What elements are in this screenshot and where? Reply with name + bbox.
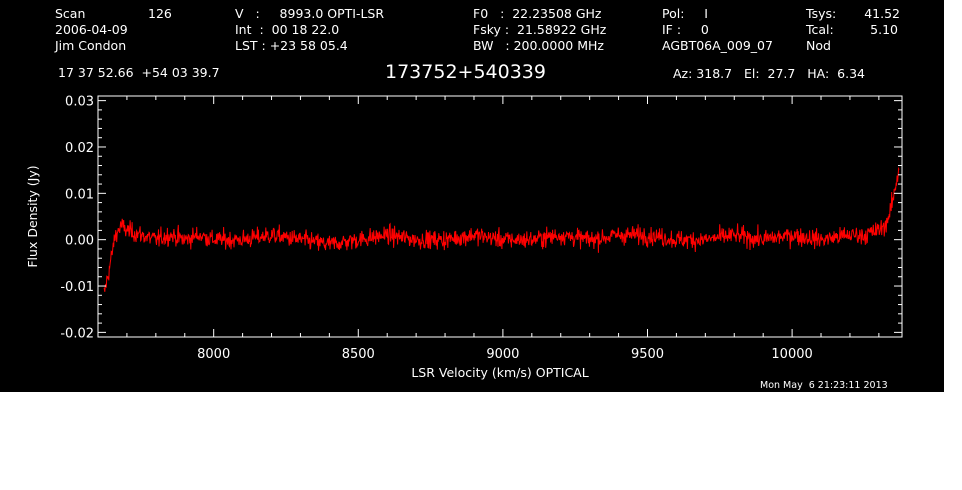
spectrum-trace [103, 166, 900, 292]
y-tick-label: 0.01 [65, 187, 94, 202]
if-line: IF : 0 [662, 22, 709, 37]
tcal-label: Tcal: [806, 22, 834, 37]
tsys-value: 41.52 [864, 6, 900, 21]
observation-date: 2006-04-09 [55, 22, 128, 37]
y-tick-label: 0.02 [65, 141, 94, 156]
y-tick-label: 0.00 [65, 234, 94, 249]
project-id: AGBT06A_009_07 [662, 38, 773, 53]
tcal-value: 5.10 [870, 22, 898, 37]
x-axis-label: LSR Velocity (km/s) OPTICAL [411, 365, 588, 380]
spectrum-chart: 8000 8500 9000 9500 10000 -0.02 -0.01 0.00 0.01 0… [25, 95, 903, 380]
plot-panel: Scan 126 2006-04-09 Jim Condon V : 8993.… [0, 0, 944, 392]
scan-label: Scan [55, 6, 86, 21]
y-axis-label: Flux Density (Jy) [25, 165, 40, 267]
source-coordinates: 17 37 52.66 +54 03 39.7 [58, 65, 220, 80]
x-tick-label: 9500 [631, 347, 664, 362]
integration-line: Int : 00 18 22.0 [235, 22, 340, 37]
y-tick-label: -0.02 [60, 326, 94, 341]
tsys-label: Tsys: [806, 6, 837, 21]
chart-title: 173752+540339 [385, 61, 546, 83]
az-el-ha: Az: 318.7 El: 27.7 HA: 6.34 [673, 66, 866, 81]
bandwidth-line: BW : 200.0000 MHz [473, 38, 604, 53]
y-tick-label: -0.01 [60, 280, 94, 295]
observer-name: Jim Condon [55, 38, 127, 53]
observing-mode: Nod [806, 38, 831, 53]
axes-frame [97, 95, 903, 338]
scan-number: 126 [148, 6, 172, 21]
x-tick-label: 8500 [342, 347, 375, 362]
x-tick-label: 8000 [197, 347, 230, 362]
fsky-line: Fsky : 21.58922 GHz [473, 22, 607, 37]
f0-line: F0 : 22.23508 GHz [473, 6, 602, 21]
timestamp: Mon May 6 21:23:11 2013 [760, 380, 888, 391]
y-tick-label: 0.03 [65, 95, 94, 110]
polarization-line: Pol: I [662, 6, 708, 21]
lst-line: LST : +23 58 05.4 [235, 38, 348, 53]
x-tick-label: 10000 [771, 347, 812, 362]
x-tick-label: 9000 [486, 347, 519, 362]
velocity-line: V : 8993.0 OPTI-LSR [235, 6, 385, 21]
